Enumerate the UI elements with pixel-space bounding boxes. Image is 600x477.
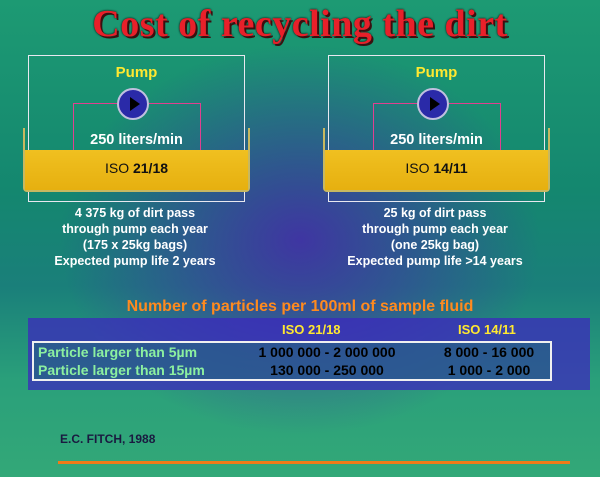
description-line: through pump each year [362, 222, 508, 236]
description-line: 4 375 kg of dirt pass [74, 206, 196, 220]
description-line: (one 25kg bag) [390, 238, 480, 252]
cell-iso-14-11: 1 000 - 2 000 [447, 362, 531, 378]
description-line: Expected pump life >14 years [347, 254, 523, 268]
source-credit: E.C. FITCH, 1988 [60, 432, 156, 446]
flow-rate-left: 250 liters/min [90, 132, 183, 148]
fluid-tank-right [323, 128, 550, 192]
pipe-inlet-right [373, 103, 417, 165]
slide-title: Cost of recycling the dirt [92, 3, 508, 45]
description-line: through pump each year [62, 222, 208, 236]
cell-iso-21-18: 1 000 000 - 2 000 000 [258, 344, 396, 360]
bottom-divider [58, 461, 570, 464]
column-header-iso-21-18: ISO 21/18 [282, 322, 341, 337]
iso-code-left: ISO 21/18 [104, 160, 169, 176]
particle-table: Particle larger than 5µm 1 000 000 - 2 0… [32, 341, 552, 381]
description-line: 25 kg of dirt pass [383, 206, 487, 220]
pump-icon [117, 88, 149, 120]
fluid-right [325, 150, 548, 190]
pump-label-left: Pump [115, 64, 158, 81]
table-row: Particle larger than 15µm 130 000 - 250 … [34, 362, 550, 380]
cell-iso-21-18: 130 000 - 250 000 [270, 362, 384, 378]
description-right: 25 kg of dirt pass through pump each yea… [305, 205, 565, 269]
table-row: Particle larger than 5µm 1 000 000 - 2 0… [34, 344, 550, 362]
pump-diagram-left: Pump 250 liters/min ISO 21/18 [23, 55, 250, 202]
description-line: Expected pump life 2 years [54, 254, 216, 268]
description-left: 4 375 kg of dirt pass through pump each … [5, 205, 265, 269]
pump-diagram-right: Pump 250 liters/min ISO 14/11 [323, 55, 550, 202]
flow-rate-right: 250 liters/min [390, 132, 483, 148]
fluid-tank-left [23, 128, 250, 192]
table-title: Number of particles per 100ml of sample … [126, 298, 474, 315]
pump-label-right: Pump [415, 64, 458, 81]
description-line: (175 x 25kg bags) [82, 238, 188, 252]
pump-icon [417, 88, 449, 120]
pipe-outlet-right [449, 103, 501, 165]
table-background [28, 318, 590, 390]
pipe-outlet-left [149, 103, 201, 165]
row-label: Particle larger than 5µm [38, 344, 198, 360]
cell-iso-14-11: 8 000 - 16 000 [443, 344, 535, 360]
fluid-left [25, 150, 248, 190]
pipe-inlet-left [73, 103, 117, 165]
row-label: Particle larger than 15µm [38, 362, 205, 378]
iso-code-right: ISO 14/11 [405, 160, 468, 176]
column-header-iso-14-11: ISO 14/11 [458, 322, 516, 337]
